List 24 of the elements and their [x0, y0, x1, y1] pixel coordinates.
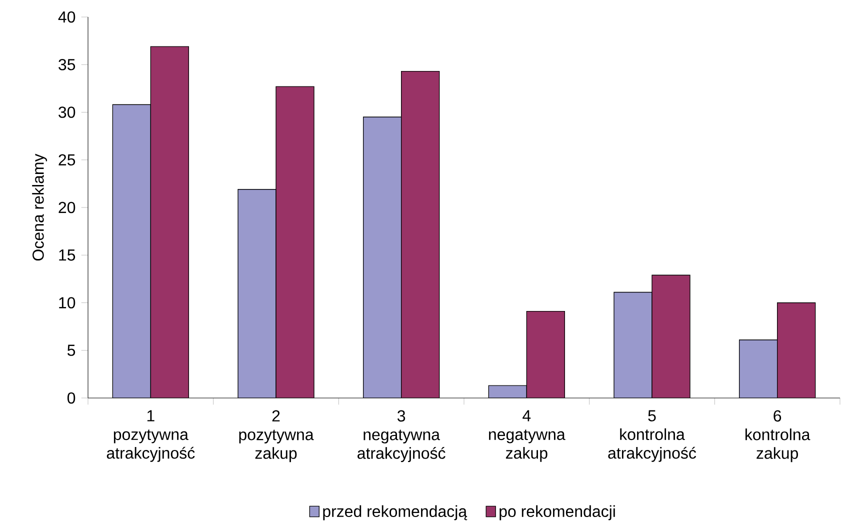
bar: [238, 189, 276, 398]
bar: [738, 340, 778, 398]
bar: [362, 116, 402, 398]
bar: [112, 104, 152, 398]
x-tick-label: 2 pozytywna zakup: [239, 410, 314, 462]
y-tick-label: 10: [59, 297, 76, 308]
y-tick-label: 15: [59, 250, 76, 261]
x-tick-label: 4 negatywna zakup: [489, 410, 566, 462]
legend-label: przed rekomendacją: [323, 505, 468, 520]
y-axis-title: Ocena reklamy: [32, 154, 48, 261]
x-tick-label: 3 negatywna atrakcyjność: [358, 410, 446, 462]
y-tick-label: 35: [58, 58, 76, 70]
x-tick-label: 1 pozytywna atrakcyjność: [106, 410, 195, 462]
y-tick-label: 20: [58, 202, 76, 214]
bar: [488, 386, 527, 398]
y-tick-label: 0: [67, 392, 76, 404]
x-tick-label: 6 kontrolna zakup: [746, 410, 810, 462]
x-tick-label: 5 kontrolna atrakcyjność: [608, 410, 696, 462]
y-tick-label: 40: [58, 11, 76, 23]
legend-label: po rekomendacji: [500, 505, 615, 520]
bar: [614, 292, 652, 398]
y-tick-label: 5: [67, 344, 76, 356]
y-tick-label: 30: [58, 106, 76, 118]
y-tick-label: 25: [58, 154, 76, 166]
